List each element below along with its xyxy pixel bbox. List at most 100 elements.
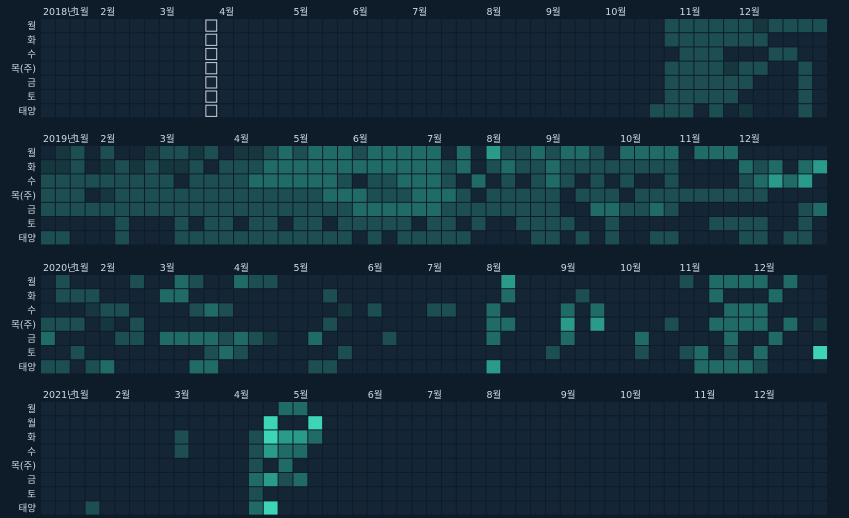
- heatmap-cell[interactable]: [679, 104, 694, 118]
- heatmap-cell[interactable]: [382, 202, 397, 216]
- heatmap-cell[interactable]: [85, 501, 100, 515]
- heatmap-cell[interactable]: [278, 188, 293, 202]
- heatmap-cell[interactable]: [100, 303, 115, 317]
- heatmap-cell[interactable]: [635, 146, 649, 160]
- heatmap-cell[interactable]: [367, 160, 382, 174]
- heatmap-cell[interactable]: [783, 47, 798, 61]
- heatmap-cell[interactable]: [219, 346, 234, 360]
- heatmap-cell[interactable]: [441, 217, 456, 231]
- heatmap-cell[interactable]: [679, 19, 694, 33]
- heatmap-cell[interactable]: [575, 289, 590, 303]
- heatmap-cell[interactable]: [70, 146, 85, 160]
- heatmap-cell[interactable]: [590, 303, 605, 317]
- heatmap-cell[interactable]: [263, 202, 278, 216]
- heatmap-cell[interactable]: [293, 174, 308, 188]
- heatmap-cell[interactable]: [382, 331, 397, 345]
- heatmap-cell[interactable]: [130, 317, 144, 331]
- heatmap-cell[interactable]: [798, 19, 813, 33]
- heatmap-cell[interactable]: [412, 146, 427, 160]
- heatmap-cell[interactable]: [427, 160, 441, 174]
- heatmap-cell[interactable]: [263, 160, 278, 174]
- heatmap-cell[interactable]: [263, 501, 278, 515]
- heatmap-cell[interactable]: [456, 160, 471, 174]
- heatmap-cell[interactable]: [219, 303, 234, 317]
- heatmap-cell[interactable]: [531, 174, 545, 188]
- heatmap-cell[interactable]: [308, 188, 323, 202]
- heatmap-cell[interactable]: [768, 174, 783, 188]
- heatmap-cell[interactable]: [709, 217, 724, 231]
- heatmap-cell[interactable]: [471, 174, 486, 188]
- heatmap-cell[interactable]: [486, 360, 501, 374]
- heatmap-cell[interactable]: [308, 360, 323, 374]
- heatmap-cell[interactable]: [278, 444, 293, 458]
- heatmap-cell[interactable]: [338, 160, 352, 174]
- heatmap-cell[interactable]: [41, 231, 55, 245]
- heatmap-cell[interactable]: [709, 317, 724, 331]
- heatmap-cell[interactable]: [130, 188, 144, 202]
- heatmap-cell[interactable]: [263, 473, 278, 487]
- heatmap-cell[interactable]: [130, 160, 144, 174]
- heatmap-cell[interactable]: [501, 160, 516, 174]
- heatmap-cell[interactable]: [159, 146, 174, 160]
- heatmap-cell[interactable]: [115, 217, 130, 231]
- heatmap-cell[interactable]: [248, 231, 263, 245]
- heatmap-cell[interactable]: [486, 160, 501, 174]
- heatmap-cell[interactable]: [55, 188, 70, 202]
- heatmap-cell[interactable]: [501, 202, 516, 216]
- heatmap-cell[interactable]: [352, 160, 367, 174]
- heatmap-cell[interactable]: [293, 217, 308, 231]
- heatmap-cell[interactable]: [234, 331, 248, 345]
- heatmap-cell[interactable]: [575, 146, 590, 160]
- heatmap-cell[interactable]: [248, 430, 263, 444]
- heatmap-cell[interactable]: [234, 174, 248, 188]
- heatmap-cell[interactable]: [130, 202, 144, 216]
- heatmap-cell[interactable]: [768, 160, 783, 174]
- heatmap-cell[interactable]: [709, 188, 724, 202]
- heatmap-cell[interactable]: [352, 188, 367, 202]
- heatmap-cell[interactable]: [263, 275, 278, 289]
- heatmap-cell[interactable]: [605, 217, 620, 231]
- heatmap-cell[interactable]: [412, 202, 427, 216]
- heatmap-cell[interactable]: [679, 75, 694, 89]
- heatmap-cell[interactable]: [531, 217, 545, 231]
- heatmap-cell[interactable]: [159, 331, 174, 345]
- heatmap-cell[interactable]: [798, 217, 813, 231]
- heatmap-cell[interactable]: [338, 217, 352, 231]
- heatmap-cell[interactable]: [174, 231, 189, 245]
- heatmap-cell[interactable]: [174, 188, 189, 202]
- heatmap-cell[interactable]: [694, 360, 709, 374]
- heatmap-cell[interactable]: [753, 317, 768, 331]
- heatmap-cell[interactable]: [738, 275, 753, 289]
- heatmap-cell[interactable]: [724, 275, 738, 289]
- heatmap-cell[interactable]: [664, 188, 679, 202]
- heatmap-cell[interactable]: [55, 202, 70, 216]
- heatmap-cell[interactable]: [219, 202, 234, 216]
- heatmap-cell[interactable]: [204, 174, 219, 188]
- heatmap-cell[interactable]: [649, 146, 664, 160]
- heatmap-cell[interactable]: [560, 303, 575, 317]
- heatmap-cell[interactable]: [308, 146, 323, 160]
- heatmap-cell[interactable]: [753, 160, 768, 174]
- heatmap-cell[interactable]: [248, 188, 263, 202]
- heatmap-cell[interactable]: [189, 303, 204, 317]
- heatmap-cell[interactable]: [308, 331, 323, 345]
- heatmap-cell[interactable]: [100, 188, 115, 202]
- heatmap-cell[interactable]: [724, 19, 738, 33]
- heatmap-cell[interactable]: [545, 231, 560, 245]
- heatmap-cell[interactable]: [798, 61, 813, 75]
- heatmap-cell[interactable]: [531, 160, 545, 174]
- heatmap-cell[interactable]: [501, 146, 516, 160]
- heatmap-cell[interactable]: [501, 188, 516, 202]
- heatmap-cell[interactable]: [501, 174, 516, 188]
- heatmap-cell[interactable]: [204, 303, 219, 317]
- heatmap-cell[interactable]: [308, 160, 323, 174]
- heatmap-cell[interactable]: [545, 174, 560, 188]
- heatmap-cell[interactable]: [798, 160, 813, 174]
- heatmap-cell[interactable]: [545, 188, 560, 202]
- heatmap-cell[interactable]: [308, 202, 323, 216]
- heatmap-cell[interactable]: [248, 174, 263, 188]
- heatmap-cell[interactable]: [709, 19, 724, 33]
- heatmap-cell[interactable]: [738, 104, 753, 118]
- heatmap-cell[interactable]: [397, 202, 412, 216]
- heatmap-cell[interactable]: [323, 188, 337, 202]
